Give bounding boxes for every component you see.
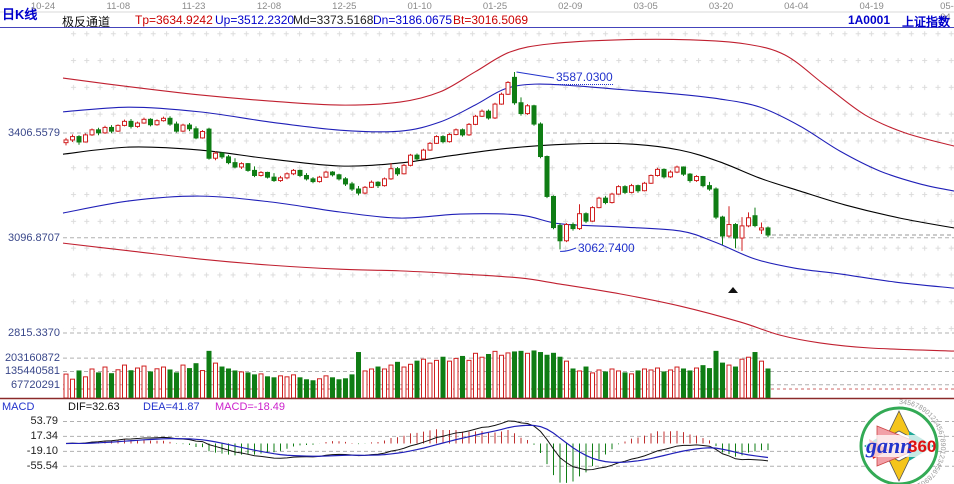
date-tick-label: 11-08 [106,1,131,12]
indicator-md-value: Md=3373.5168 [293,13,374,27]
date-tick-label: 01-25 [482,1,508,12]
macd-tick-label: -19.10 [26,445,58,458]
symbol-name[interactable]: 上证指数 [901,15,950,29]
volume-tick-label: 67720291 [11,378,60,391]
macd-tick-label: 53.79 [30,415,58,428]
gann360-logo: gann 360 3456789012345678901234567890123… [859,399,946,484]
date-tick-label: 10-24 [30,1,56,12]
chart-type-label[interactable]: 日K线 [2,7,38,22]
macd-dea-value: DEA=41.87 [143,401,200,413]
macd-bar-value: MACD=-18.49 [215,401,286,413]
macd-dif-value: DIF=32.63 [68,401,120,413]
logo-word: gann [865,433,912,458]
date-tick-label: 02-09 [558,1,583,12]
date-tick-label: 04-04 [784,1,809,12]
macd-tick-label: 17.34 [30,430,58,443]
high-price-annotation: 3587.0300 [556,70,613,85]
indicator-up-value: Up=3512.2320 [215,13,295,27]
macd-panel-label[interactable]: MACD [2,401,35,413]
indicator-bt-value: Bt=3016.5069 [453,13,529,27]
date-tick-label: 03-05 [633,1,658,12]
price-tick-label: 3096.8707 [8,231,60,244]
volume-tick-label: 135440581 [4,365,60,378]
macd-tick-label: -55.54 [26,460,58,473]
low-price-annotation: 3062.7400 [578,241,635,255]
price-tick-label: 3406.5579 [8,127,60,139]
volume-tick-label: 203160872 [4,352,60,365]
indicator-name[interactable]: 极反通道 [62,15,111,29]
date-tick-label: 05-04 [940,1,954,23]
date-tick-label: 11-23 [181,1,206,12]
indicator-tp-value: Tp=3634.9242 [135,13,213,27]
symbol-code[interactable]: 1A0001 [847,13,890,27]
indicator-dn-value: Dn=3186.0675 [373,13,453,27]
price-tick-label: 2815.3370 [8,327,60,339]
date-tick-label: 12-25 [332,1,357,12]
date-tick-label: 12-08 [256,1,282,12]
date-tick-label: 04-19 [859,1,884,12]
date-tick-label: 01-10 [407,1,432,12]
logo-number: 360 [908,437,936,456]
date-tick-label: 03-20 [708,1,734,12]
